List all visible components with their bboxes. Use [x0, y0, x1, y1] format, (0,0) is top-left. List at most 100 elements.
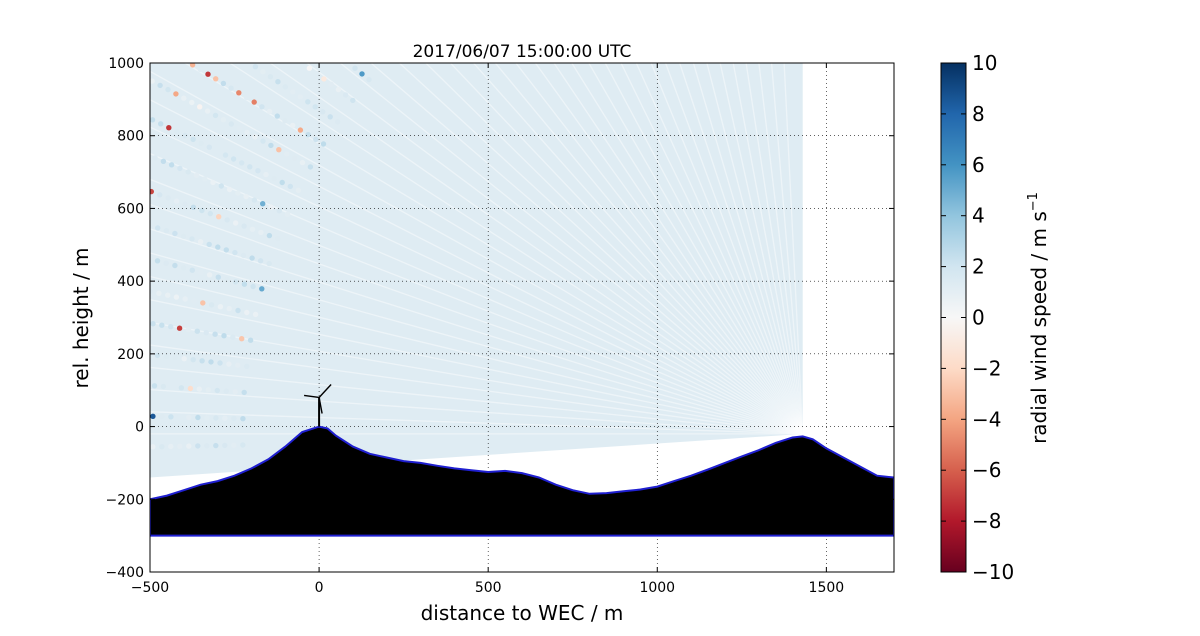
y-tick-label: −200: [106, 492, 144, 508]
scan-point: [173, 198, 180, 204]
scan-beam: [635, 63, 804, 435]
scan-beam: [678, 63, 804, 435]
scan-beam: [783, 63, 804, 434]
scan-point: [243, 94, 250, 101]
y-tick-label: 200: [117, 347, 144, 363]
scan-point: [235, 307, 241, 314]
scan-beam: [706, 63, 804, 435]
scan-point: [222, 415, 228, 421]
scan-point: [305, 132, 311, 138]
scan-point: [307, 164, 314, 170]
scan-point: [313, 136, 319, 143]
y-axis-label: rel. height / m: [69, 247, 93, 388]
scan-point: [196, 386, 202, 392]
colorbar-tick-label: 6: [972, 153, 985, 177]
scan-point: [252, 134, 258, 140]
scan-point: [172, 354, 178, 361]
scan-point: [174, 128, 180, 135]
scan-point: [260, 201, 266, 207]
scan-point: [182, 201, 188, 207]
scan-point: [271, 175, 277, 182]
scan-point: [190, 136, 196, 143]
x-tick-label: −500: [131, 580, 169, 596]
scan-beam: [770, 63, 804, 434]
scan-point: [208, 359, 214, 365]
scan-beam: [515, 63, 804, 435]
colorbar-tick-label: 2: [972, 255, 985, 279]
scan-beam: [534, 63, 804, 435]
scan-point: [244, 363, 250, 369]
scan-point: [335, 119, 341, 125]
scan-point: [213, 442, 219, 449]
plot-area: [150, 63, 894, 572]
scan-point: [217, 304, 224, 310]
scan-point: [168, 414, 174, 420]
scan-point: [243, 193, 249, 200]
scan-beam: [150, 411, 803, 435]
y-tick-label: −400: [106, 565, 144, 581]
scan-point: [214, 148, 221, 154]
scan-beam: [398, 63, 804, 435]
y-tick-label: 800: [117, 129, 144, 145]
scan-beam: [553, 63, 804, 435]
scan-beam: [150, 321, 803, 435]
scan-point: [268, 204, 274, 210]
scan-beam: [588, 63, 804, 435]
scan-point: [154, 258, 161, 264]
scan-point: [203, 330, 209, 336]
scan-point: [263, 171, 269, 178]
scan-point: [217, 360, 223, 366]
scan-point: [215, 244, 221, 250]
y-tick-label: 0: [135, 420, 144, 436]
scan-point: [222, 442, 228, 449]
scan-point: [235, 362, 241, 368]
y-tick-label: 400: [117, 274, 144, 290]
scan-point: [202, 176, 208, 182]
colorbar-tick-label: −2: [972, 356, 1001, 380]
scan-point: [299, 159, 306, 166]
colorbar-tick-label: 8: [972, 102, 985, 126]
y-tick-label: 600: [117, 201, 144, 217]
scan-point: [150, 288, 153, 294]
scan-point: [350, 97, 356, 104]
scan-point: [172, 230, 178, 237]
scan-point: [168, 443, 174, 450]
scan-point: [259, 286, 265, 292]
scan-point: [352, 65, 358, 71]
wind-turbine: [303, 384, 332, 427]
scan-beam: [150, 389, 803, 435]
scan-beam: [732, 63, 804, 434]
scan-point: [189, 267, 195, 273]
scan-beam: [150, 275, 803, 435]
scan-point: [210, 179, 216, 186]
scan-point: [282, 84, 288, 90]
scan-point: [224, 217, 230, 223]
far-field-area: [150, 63, 803, 478]
colorbar-tick-label: −6: [972, 458, 1001, 482]
terrain-profile: [150, 425, 894, 537]
scan-point: [215, 274, 221, 280]
scan-beam: [150, 178, 803, 435]
scan-point: [168, 324, 174, 330]
scan-point: [197, 66, 203, 73]
scan-point: [260, 69, 266, 75]
scan-point: [228, 85, 234, 91]
scan-point: [220, 117, 227, 123]
scan-point: [177, 443, 183, 449]
scan-point: [191, 298, 197, 304]
scan-point: [213, 76, 219, 82]
scan-point: [255, 168, 261, 174]
scan-point: [182, 132, 188, 139]
scan-point: [207, 210, 213, 217]
scan-point: [166, 125, 172, 131]
scan-point: [224, 276, 230, 283]
scan-point: [258, 229, 264, 236]
scan-point: [327, 114, 333, 120]
scan-point: [208, 302, 215, 308]
scan-point: [181, 95, 187, 101]
scan-point: [226, 305, 232, 312]
scan-point: [190, 357, 196, 363]
scan-point: [305, 99, 311, 105]
scan-point: [178, 385, 185, 391]
scan-point: [150, 78, 155, 84]
